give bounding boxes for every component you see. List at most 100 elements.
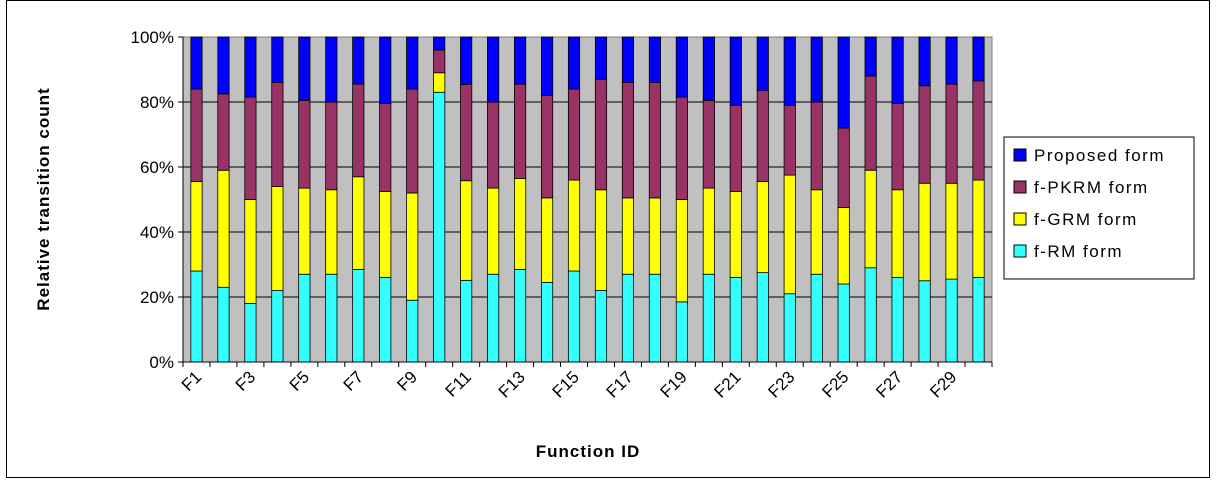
bar-segment	[325, 273, 338, 363]
y-tick-label: 60%	[140, 158, 174, 177]
bar-segment	[567, 36, 581, 90]
bar-segment	[972, 277, 985, 363]
bar-segment	[621, 197, 635, 275]
bar-segment	[810, 273, 823, 363]
bar-segment	[271, 186, 284, 291]
bar-segment	[271, 290, 284, 363]
bar-segment	[379, 190, 392, 278]
bar-segment	[918, 36, 931, 87]
bar-segment	[783, 36, 796, 106]
bar-segment	[217, 286, 230, 363]
legend-swatch	[1013, 180, 1027, 194]
bar-segment	[460, 83, 473, 182]
bar-segment	[406, 192, 419, 301]
bar-segment	[271, 36, 284, 83]
bar-segment	[325, 189, 338, 275]
y-tick-label: 100%	[131, 28, 174, 47]
bar-segment	[379, 277, 392, 363]
bar-segment	[352, 83, 365, 178]
bar-segment	[594, 290, 608, 363]
bar-segment	[514, 177, 527, 270]
bar-segment	[945, 36, 958, 85]
bar-segment	[217, 169, 230, 288]
bar-segment	[891, 277, 904, 363]
bar-segment	[675, 96, 688, 200]
bar-segment	[702, 273, 715, 363]
bar-segment	[487, 101, 500, 189]
x-tick-label: F17	[603, 367, 637, 401]
bar-segment	[406, 299, 419, 363]
bar-segment	[702, 36, 715, 101]
legend-label: Proposed form	[1034, 146, 1165, 165]
bar-segment	[756, 36, 769, 92]
bar-segment	[648, 197, 661, 275]
bar-segment	[567, 88, 581, 181]
bar-segment	[433, 49, 446, 74]
bar-segment	[918, 182, 931, 282]
bar-segment	[810, 101, 823, 191]
bar-segment	[972, 80, 985, 181]
bar-segment	[217, 93, 230, 171]
bar-segment	[864, 75, 877, 171]
bar-segment	[783, 293, 796, 363]
bar-segment	[460, 279, 473, 363]
bar-segment	[756, 90, 769, 183]
x-tick-label: F23	[764, 367, 798, 401]
bar-segment	[190, 181, 203, 272]
bar-segment	[594, 78, 608, 191]
gridlines	[183, 101, 992, 298]
bar-segment	[945, 83, 958, 184]
bar-segment	[918, 85, 931, 184]
bar-segment	[352, 36, 365, 85]
bar-segment	[891, 103, 904, 191]
x-tick-label: F25	[818, 367, 852, 401]
bar-segment	[325, 36, 338, 103]
bar-segment	[594, 36, 608, 80]
bar-segment	[514, 83, 527, 179]
plot-area	[182, 36, 993, 363]
bar-segment	[190, 36, 203, 90]
bar-segment	[648, 36, 661, 83]
legend-swatch	[1013, 244, 1027, 258]
bar-segment	[298, 99, 311, 189]
bar-segment	[190, 270, 203, 363]
bar-segment	[433, 91, 446, 363]
y-axis-ticks: 0% 20% 40% 60% 80% 100%	[131, 28, 992, 372]
bar-segment	[271, 82, 284, 187]
legend-swatch	[1013, 148, 1027, 162]
legend-label: f-GRM form	[1034, 210, 1138, 229]
bar-segment	[702, 187, 715, 275]
bar-segment	[837, 283, 850, 363]
bar-segment	[487, 36, 500, 103]
bar-segment	[487, 187, 500, 275]
bar-segment	[352, 176, 365, 270]
x-tick-label: F7	[340, 367, 367, 394]
bar-segment	[487, 273, 500, 363]
bar-segment	[217, 36, 230, 95]
legend-swatch	[1013, 212, 1027, 226]
bar-segment	[702, 99, 715, 189]
x-axis-title: Function ID	[536, 442, 640, 461]
bar-segment	[567, 270, 581, 363]
bar-segment	[837, 127, 850, 209]
bar-segment	[621, 36, 635, 83]
bar-segment	[945, 278, 958, 363]
legend-label: f-RM form	[1034, 242, 1123, 261]
bar-segment	[972, 36, 985, 82]
y-tick-label: 40%	[140, 223, 174, 242]
x-tick-label: F19	[657, 367, 691, 401]
bar-segment	[756, 181, 769, 274]
bar-segment	[325, 101, 338, 191]
legend: Proposed form f-PKRM form f-GRM form f-RM f…	[1003, 136, 1195, 280]
bar-segment	[244, 36, 257, 98]
bar-segment	[540, 95, 554, 199]
x-axis-ticks: F1 F3 F5 F7 F9 F11 F13 F15 F17 F19 F21 F23 F25 F27 F29	[178, 362, 993, 402]
bar-segment	[675, 301, 688, 363]
bar-segment	[460, 180, 473, 281]
legend-label: f-PKRM form	[1034, 178, 1149, 197]
bar-segment	[460, 36, 473, 85]
bar-segment	[621, 273, 635, 363]
bar-segment	[244, 96, 257, 200]
bar-segment	[729, 190, 742, 278]
bar-segment	[864, 267, 877, 363]
